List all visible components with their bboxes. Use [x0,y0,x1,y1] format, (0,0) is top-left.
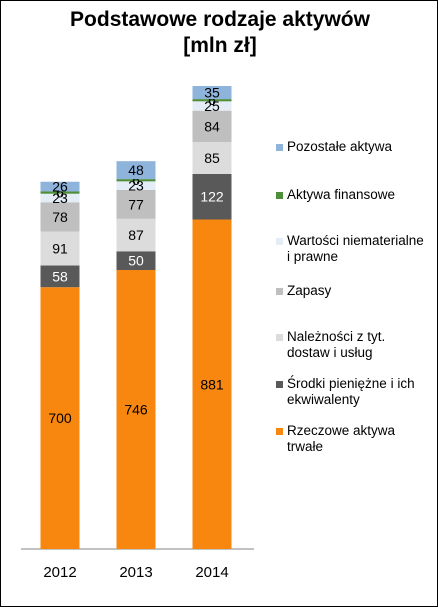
legend-label-1: Pozostałe aktywa [287,139,393,154]
data-label-5-2012: 23 [52,190,68,206]
data-label-4-2014: 84 [204,118,220,134]
legend-item-7: Rzeczowe aktywa trwałe [276,423,426,455]
legend-swatch-2 [276,192,283,199]
legend-label-7: Rzeczowe aktywa trwałe [287,423,396,454]
legend-swatch-4 [276,288,283,295]
legend-swatch-1 [276,144,283,151]
legend-label-2: Aktywa finansowe [287,187,396,202]
data-label-7-2014: 35 [204,85,220,101]
chart-title: Podstawowe rodzaje aktywów [mln zł] [1,7,438,59]
data-label-2-2014: 122 [200,189,224,205]
data-label-3-2014: 85 [204,150,220,166]
bar-segment-3-2012 [40,231,80,266]
legend-item-3: Wartości niematerialne i prawne [276,233,426,265]
data-label-4-2012: 78 [52,209,68,225]
bar-segment-4-2014 [192,110,232,143]
data-label-7-2013: 48 [128,162,144,178]
data-label-6-2014: 6 [208,92,216,108]
legend-item-6: Środki pieniężne i ich ekwiwalenty [276,376,426,408]
legend-label-4: Zapasy [287,283,332,298]
data-label-5-2013: 23 [128,178,144,194]
legend-swatch-7 [276,428,283,435]
bar-segment-2-2013 [116,251,156,271]
data-label-2-2013: 50 [128,253,144,269]
data-label-7-2012: 26 [52,179,68,195]
bar-segment-7-2012 [40,181,80,192]
legend-label-6: Środki pieniężne i ich ekwiwalenty [287,376,415,407]
legend-item-1: Pozostałe aktywa [276,139,426,155]
bar-segment-5-2014 [192,101,232,111]
legend-swatch-3 [276,238,283,245]
data-label-5-2014: 25 [204,98,220,114]
data-label-1-2013: 746 [124,402,148,418]
bar-segment-2-2014 [192,173,232,220]
bar-segment-3-2014 [192,142,232,174]
legend-label-3: Wartości niematerialne i prawne [287,233,424,264]
legend-swatch-5 [276,334,283,341]
x-tick-label-2014: 2014 [195,564,228,581]
bar-segment-2-2012 [40,265,80,288]
x-tick-label-2013: 2013 [119,564,152,581]
legend-label-5: Należności z tyt. dostaw i usług [287,329,386,360]
bar-segment-4-2013 [116,189,156,219]
legend-item-4: Zapasy [276,283,426,299]
legend-item-2: Aktywa finansowe [276,187,426,203]
x-tick-label-2012: 2012 [43,564,76,581]
bar-segment-1-2012 [40,287,80,549]
bar-segment-5-2013 [116,181,156,190]
bar-segment-6-2014 [192,99,232,102]
bar-segment-6-2012 [40,191,80,194]
bar-segment-1-2014 [192,219,232,550]
chart-title-line-2: [mln zł] [183,34,257,57]
bar-segment-7-2013 [116,161,156,180]
data-label-6-2013: 6 [132,172,140,188]
legend-swatch-6 [276,381,283,388]
data-label-2-2012: 58 [52,268,68,284]
data-label-3-2013: 87 [128,227,144,243]
bar-segment-3-2013 [116,218,156,252]
data-label-3-2012: 91 [52,240,68,256]
data-label-1-2012: 700 [48,410,72,426]
bar-segment-7-2014 [192,86,232,100]
data-label-1-2014: 881 [200,376,224,392]
bar-segment-6-2013 [116,179,156,182]
data-label-6-2012: 6 [56,185,64,201]
data-label-4-2013: 77 [128,196,144,212]
bar-segment-5-2012 [40,193,80,203]
bar-segment-4-2012 [40,202,80,232]
legend-item-5: Należności z tyt. dostaw i usług [276,329,426,361]
chart-title-line-1: Podstawowe rodzaje aktywów [70,8,370,31]
bar-segment-1-2013 [116,270,156,549]
